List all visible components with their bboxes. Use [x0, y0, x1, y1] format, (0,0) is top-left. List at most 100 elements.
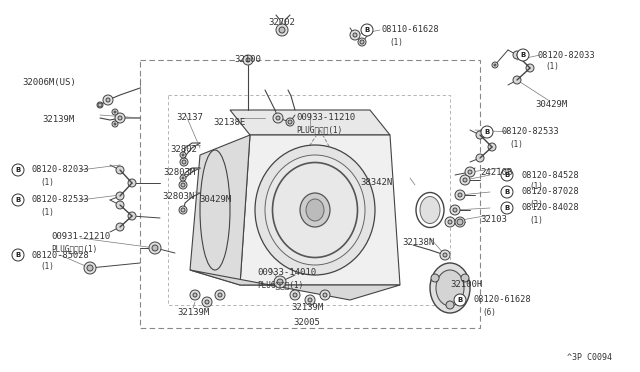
Circle shape: [431, 274, 439, 282]
Circle shape: [513, 76, 521, 84]
Circle shape: [457, 219, 463, 225]
Text: PLUGプラグ(1): PLUGプラグ(1): [296, 125, 342, 134]
Circle shape: [455, 217, 465, 227]
Text: 08120-82533: 08120-82533: [32, 196, 90, 205]
Circle shape: [279, 27, 285, 33]
Circle shape: [526, 64, 534, 72]
Circle shape: [358, 38, 366, 46]
Circle shape: [181, 208, 185, 212]
Circle shape: [112, 109, 118, 115]
Circle shape: [114, 111, 116, 113]
Circle shape: [286, 118, 294, 126]
Circle shape: [243, 55, 253, 65]
Circle shape: [215, 290, 225, 300]
Text: 08120-87028: 08120-87028: [521, 187, 579, 196]
Text: 00931-21210: 00931-21210: [51, 232, 110, 241]
Circle shape: [308, 298, 312, 302]
Text: (1): (1): [389, 38, 403, 46]
Circle shape: [116, 192, 124, 200]
Circle shape: [106, 98, 110, 102]
Circle shape: [323, 293, 327, 297]
Circle shape: [501, 186, 513, 198]
Circle shape: [98, 103, 102, 107]
Text: 32005: 32005: [294, 318, 321, 327]
Circle shape: [468, 170, 472, 174]
Circle shape: [116, 223, 124, 231]
Circle shape: [116, 201, 124, 209]
Text: 32803M: 32803M: [163, 168, 195, 177]
Text: 32139M: 32139M: [42, 115, 74, 124]
Text: (1): (1): [40, 263, 54, 272]
Circle shape: [115, 113, 125, 123]
Text: (6): (6): [482, 308, 496, 317]
Text: 08120-82033: 08120-82033: [32, 166, 90, 174]
Circle shape: [179, 206, 187, 214]
Text: 32137: 32137: [176, 113, 203, 122]
Text: 32139M: 32139M: [177, 308, 209, 317]
Ellipse shape: [436, 270, 464, 306]
Circle shape: [288, 120, 292, 124]
Text: 08120-82033: 08120-82033: [537, 51, 595, 60]
Text: (1): (1): [40, 208, 54, 217]
Circle shape: [179, 181, 187, 189]
Text: 08110-61628: 08110-61628: [381, 26, 439, 35]
Circle shape: [517, 49, 529, 61]
Text: 32100: 32100: [235, 55, 261, 64]
Polygon shape: [190, 135, 250, 285]
Text: B: B: [458, 297, 463, 303]
Text: B: B: [364, 27, 370, 33]
Ellipse shape: [300, 193, 330, 227]
Text: 32006M(US): 32006M(US): [22, 78, 76, 87]
Circle shape: [180, 152, 186, 158]
Circle shape: [12, 164, 24, 176]
Ellipse shape: [430, 263, 470, 313]
Circle shape: [445, 217, 455, 227]
Circle shape: [12, 194, 24, 206]
Text: 00933-11210: 00933-11210: [296, 113, 355, 122]
Text: B: B: [504, 205, 509, 211]
Text: B: B: [484, 129, 490, 135]
Circle shape: [274, 276, 286, 288]
Text: (1): (1): [545, 62, 559, 71]
Text: B: B: [15, 252, 20, 258]
Text: 30429M: 30429M: [535, 100, 567, 109]
Circle shape: [320, 290, 330, 300]
Text: 32103: 32103: [480, 215, 507, 224]
Circle shape: [181, 183, 185, 187]
Text: 08120-84028: 08120-84028: [521, 203, 579, 212]
Circle shape: [180, 158, 188, 166]
Circle shape: [443, 253, 447, 257]
Circle shape: [202, 297, 212, 307]
Text: (1): (1): [529, 183, 543, 192]
Circle shape: [353, 33, 357, 37]
Circle shape: [458, 193, 462, 197]
Circle shape: [453, 208, 457, 212]
Circle shape: [152, 245, 158, 251]
Text: 08120-82533: 08120-82533: [501, 128, 559, 137]
Circle shape: [193, 293, 197, 297]
Circle shape: [481, 126, 493, 138]
Text: 08120-61628: 08120-61628: [474, 295, 532, 305]
Text: 08120-84528: 08120-84528: [521, 170, 579, 180]
Circle shape: [492, 62, 498, 68]
Circle shape: [112, 121, 118, 127]
Text: 24210B: 24210B: [480, 168, 512, 177]
Ellipse shape: [255, 145, 375, 275]
Circle shape: [276, 24, 288, 36]
Circle shape: [205, 300, 209, 304]
Circle shape: [350, 30, 360, 40]
Circle shape: [273, 113, 283, 123]
Circle shape: [513, 51, 521, 59]
Text: ^3P C0094: ^3P C0094: [567, 353, 612, 362]
Text: B: B: [520, 52, 525, 58]
Ellipse shape: [265, 155, 365, 265]
Text: 08120-85028: 08120-85028: [32, 250, 90, 260]
Text: 32802: 32802: [170, 145, 197, 154]
Text: B: B: [504, 189, 509, 195]
Text: 32702: 32702: [269, 18, 296, 27]
Bar: [168, 95, 450, 305]
Circle shape: [461, 274, 469, 282]
Polygon shape: [230, 110, 390, 135]
Circle shape: [460, 175, 470, 185]
Circle shape: [218, 293, 222, 297]
